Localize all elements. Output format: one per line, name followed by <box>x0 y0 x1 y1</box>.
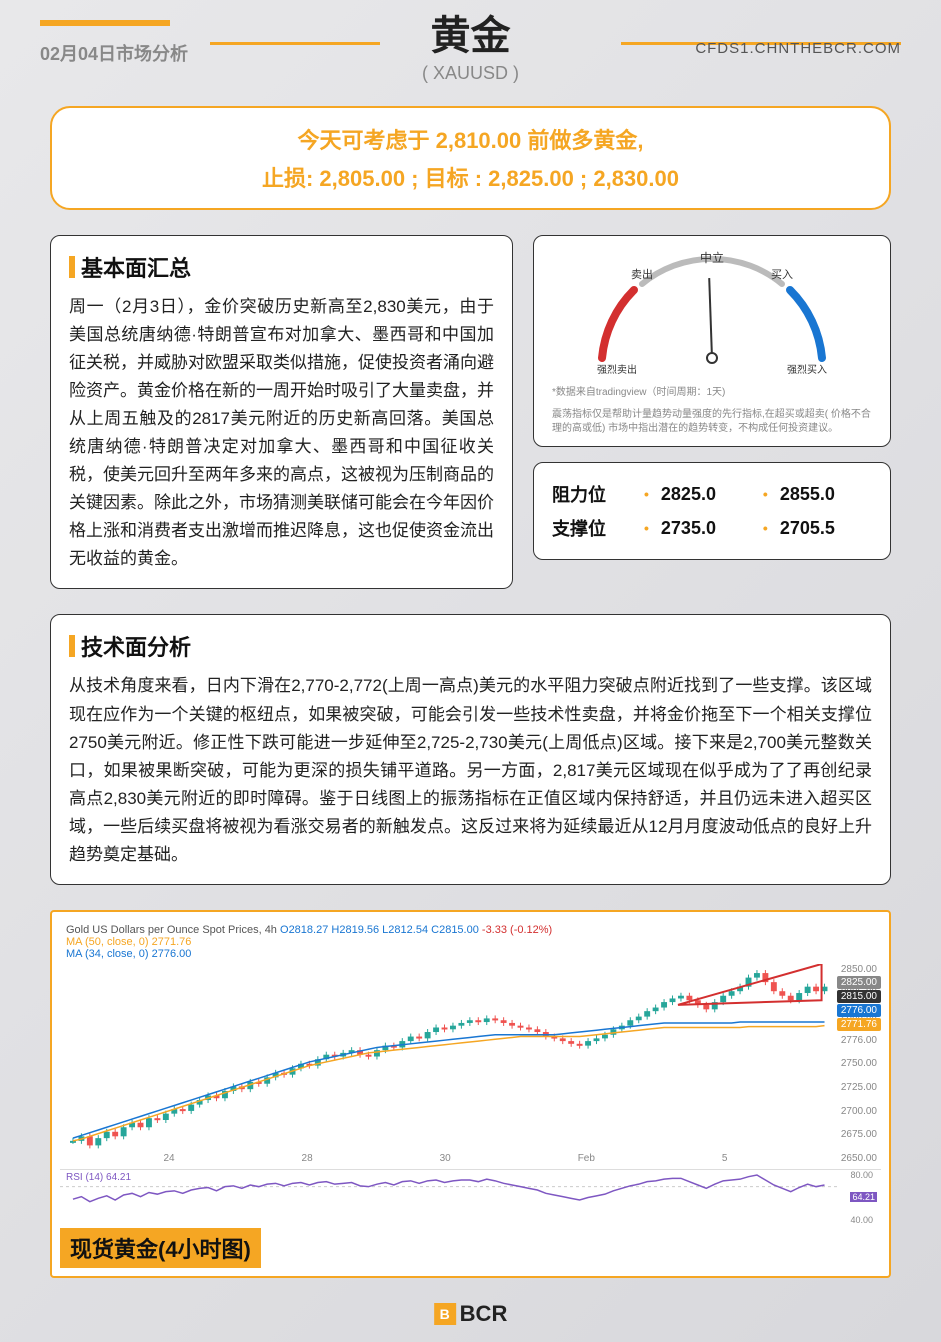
x-tick: 30 <box>440 1153 451 1164</box>
title-block: 黄金 ( XAUUSD ) <box>422 3 519 84</box>
bullet-icon: • <box>763 486 768 502</box>
support-row: 支撑位 • 2735.0 • 2705.5 <box>552 511 872 545</box>
support-val-2: 2705.5 <box>780 518 870 539</box>
rsi-chart-svg <box>60 1170 840 1225</box>
y-tick: 2675.00 <box>841 1129 877 1140</box>
gauge-neutral-label: 中立 <box>700 250 724 265</box>
price-chart-svg <box>60 964 840 1164</box>
rsi-label: RSI (14) 64.21 <box>66 1172 131 1183</box>
gauge-strong-sell-label: 强烈卖出 <box>597 363 637 376</box>
gauge-note-2: 震荡指标仅是帮助计量趋势动量强度的先行指标,在超买或超卖( 价格不合理的高或低)… <box>552 408 872 436</box>
date-label: 02月04日市场分析 <box>40 40 188 66</box>
y-tick: 2750.00 <box>841 1058 877 1069</box>
ma34-label: MA (34, close, 0) <box>66 948 149 960</box>
resistance-val-2: 2855.0 <box>780 484 870 505</box>
price-tag: 2815.00 <box>837 990 881 1003</box>
main-title: 黄金 <box>422 3 519 61</box>
bullet-icon: • <box>644 486 649 502</box>
gauge-buy-label: 买入 <box>771 268 793 281</box>
fundamental-body: 周一（2月3日），金价突破历史新高至2,830美元，由于美国总统唐纳德·特朗普宣… <box>69 293 494 573</box>
footer-logo: B BCR <box>434 1301 508 1327</box>
technical-body: 从技术角度来看，日内下滑在2,770-2,772(上周一高点)美元的水平阻力突破… <box>69 672 872 868</box>
support-val-1: 2735.0 <box>661 518 751 539</box>
technical-title-text: 技术面分析 <box>81 630 191 662</box>
chart-header: Gold US Dollars per Ounce Spot Prices, 4… <box>60 920 881 964</box>
rsi-ticks: 80.00 64.21 40.00 <box>850 1170 877 1225</box>
header: 02月04日市场分析 黄金 ( XAUUSD ) CFDS1.CHNTHEBCR… <box>0 0 941 76</box>
trade-summary-box: 今天可考虑于 2,810.00 前做多黄金, 止损: 2,805.00 ; 目标… <box>50 106 891 210</box>
technical-card: 技术面分析 从技术角度来看，日内下滑在2,770-2,772(上周一高点)美元的… <box>50 614 891 884</box>
resistance-label: 阻力位 <box>552 481 632 507</box>
fundamental-card: 基本面汇总 周一（2月3日），金价突破历史新高至2,830美元，由于美国总统唐纳… <box>50 235 513 589</box>
chart-title: Gold US Dollars per Ounce Spot Prices, 4… <box>66 924 277 936</box>
y-tick: 2650.00 <box>841 1153 877 1164</box>
y-tick: 2725.00 <box>841 1082 877 1093</box>
bullet-icon: • <box>644 520 649 536</box>
sentiment-gauge: 中立 卖出 买入 强烈卖出 强烈买入 <box>552 248 872 378</box>
price-tag: 2776.00 <box>837 1004 881 1017</box>
y-tick: 2700.00 <box>841 1106 877 1117</box>
accent-tick-icon <box>69 635 75 657</box>
x-axis: 24 28 30 Feb 5 <box>60 1151 831 1166</box>
fundamental-title-text: 基本面汇总 <box>81 251 191 283</box>
source-url: CFDS1.CHNTHEBCR.COM <box>695 40 901 57</box>
logo-icon: B <box>434 1303 456 1325</box>
price-chart-card: Gold US Dollars per Ounce Spot Prices, 4… <box>50 910 891 1278</box>
price-tag: 2771.76 <box>837 1018 881 1031</box>
y-tick: 2850.00 <box>841 964 877 975</box>
levels-card: 阻力位 • 2825.0 • 2855.0 支撑位 • 2735.0 • 270… <box>533 462 891 560</box>
ma34-value: 2776.00 <box>152 948 192 960</box>
x-tick: 24 <box>163 1153 174 1164</box>
row-1: 基本面汇总 周一（2月3日），金价突破历史新高至2,830美元，由于美国总统唐纳… <box>50 235 891 589</box>
resistance-row: 阻力位 • 2825.0 • 2855.0 <box>552 477 872 511</box>
summary-line-1: 今天可考虑于 2,810.00 前做多黄金, <box>72 123 869 155</box>
logo-text: BCR <box>460 1301 508 1327</box>
fundamental-title: 基本面汇总 <box>69 251 494 283</box>
resistance-val-1: 2825.0 <box>661 484 751 505</box>
chart-area: 2850.002825.002800.002776.002750.002725.… <box>60 964 881 1224</box>
bullet-icon: • <box>763 520 768 536</box>
support-label: 支撑位 <box>552 515 632 541</box>
sentiment-gauge-card: 中立 卖出 买入 强烈卖出 强烈买入 *数据来自tradingview（时间周期… <box>533 235 891 447</box>
summary-line-2: 止损: 2,805.00 ; 目标 : 2,825.00 ; 2,830.00 <box>72 161 869 193</box>
ma50-label: MA (50, close, 0) <box>66 936 149 948</box>
chart-footer-label: 现货黄金(4小时图) <box>60 1228 261 1268</box>
y-tick: 2776.00 <box>841 1035 877 1046</box>
right-column: 中立 卖出 买入 强烈卖出 强烈买入 *数据来自tradingview（时间周期… <box>533 235 891 589</box>
price-tag: 2825.00 <box>837 976 881 989</box>
sub-title: ( XAUUSD ) <box>422 63 519 84</box>
rsi-area: RSI (14) 64.21 80.00 64.21 40.00 <box>60 1169 881 1224</box>
x-tick: Feb <box>578 1153 595 1164</box>
x-tick: 28 <box>302 1153 313 1164</box>
ma50-value: 2771.76 <box>152 936 192 948</box>
gauge-sell-label: 卖出 <box>631 267 653 281</box>
price-tags: 2825.002815.002776.002771.76 <box>837 976 881 1032</box>
x-tick: 5 <box>722 1153 728 1164</box>
accent-tick-icon <box>69 256 75 278</box>
technical-title: 技术面分析 <box>69 630 872 662</box>
gauge-strong-buy-label: 强烈买入 <box>787 364 827 376</box>
gauge-note-1: *数据来自tradingview（时间周期：1天) <box>552 386 872 400</box>
content: 今天可考虑于 2,810.00 前做多黄金, 止损: 2,805.00 ; 目标… <box>0 76 941 1298</box>
